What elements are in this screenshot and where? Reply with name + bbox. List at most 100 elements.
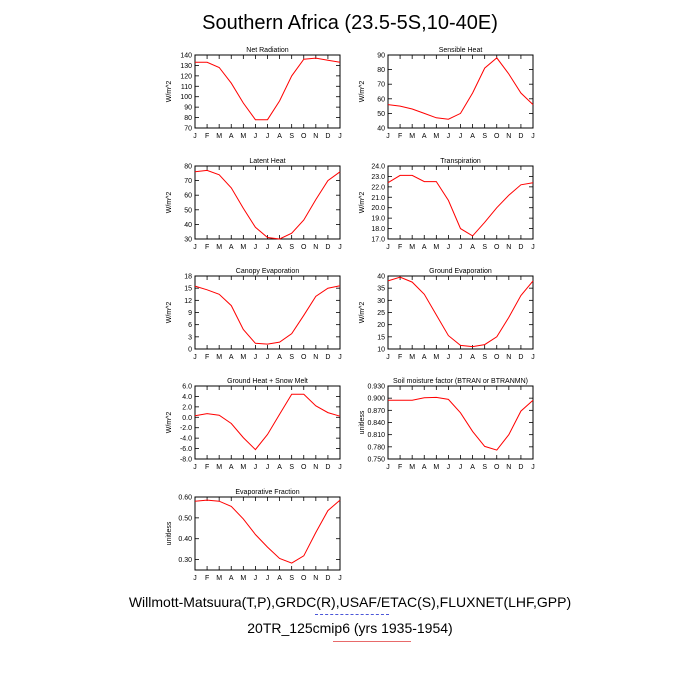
chart-ground-evaporation-xtick-label: J (386, 354, 390, 361)
footer-case-name-rule (333, 641, 411, 642)
chart-evaporative-fraction-ylabel: unitless (166, 521, 173, 545)
chart-ground-evaporation-xtick-label: F (398, 354, 402, 361)
chart-ground-evaporation-xtick-label: A (422, 354, 427, 361)
chart-net-radiation-xtick-label: A (277, 133, 282, 140)
chart-evaporative-fraction-xtick-label: A (229, 575, 234, 582)
chart-net-radiation-xtick-label: S (289, 133, 294, 140)
chart-sensible-heat-ytick-label: 60 (377, 96, 385, 103)
chart-canopy-evaporation-xtick-label: J (338, 354, 342, 361)
chart-latent-heat-ytick-label: 70 (184, 178, 192, 185)
chart-transpiration-ytick-label: 17.0 (371, 237, 385, 244)
chart-net-radiation-xtick-label: J (266, 133, 270, 140)
chart-soil-moisture-factor-btran-or-btranmn-xtick-label: S (482, 464, 487, 471)
chart-soil-moisture-factor-btran-or-btranmn: Soil moisture factor (BTRAN or BTRANMN) J… (359, 378, 535, 471)
chart-latent-heat-xtick-label: J (254, 244, 258, 251)
chart-transpiration-xtick-label: J (447, 244, 451, 251)
chart-ground-heat-snow-melt-ytick-label: -6.0 (180, 446, 192, 453)
chart-soil-moisture-factor-btran-or-btranmn-xtick-label: F (398, 464, 402, 471)
chart-ground-heat-snow-melt-xtick-label: N (313, 464, 318, 471)
chart-canopy-evaporation-xtick-label: J (266, 354, 270, 361)
chart-soil-moisture-factor-btran-or-btranmn-xtick-label: A (422, 464, 427, 471)
chart-ground-heat-snow-melt-ytick-label: -8.0 (180, 457, 192, 464)
chart-net-radiation-xtick-label: J (338, 133, 342, 140)
chart-soil-moisture-factor-btran-or-btranmn-series-line (388, 396, 534, 451)
chart-evaporative-fraction-frame (194, 496, 341, 571)
chart-latent-heat-xtick-label: N (313, 244, 318, 251)
chart-evaporative-fraction-xtick-label: J (266, 575, 270, 582)
chart-evaporative-fraction-xtick-label: N (313, 575, 318, 582)
chart-latent-heat-series-line (194, 169, 341, 240)
chart-sensible-heat-ytick-label: 50 (377, 111, 385, 118)
chart-soil-moisture-factor-btran-or-btranmn-ytick-label: 0.750 (367, 457, 385, 464)
chart-latent-heat-title: Latent Heat (249, 158, 285, 165)
chart-ground-evaporation-title: Ground Evaporation (429, 268, 492, 275)
chart-ground-heat-snow-melt-xtick-label: O (301, 464, 307, 471)
chart-transpiration-ytick-label: 21.0 (371, 195, 385, 202)
chart-evaporative-fraction-ytick-label: 0.60 (178, 495, 192, 502)
chart-ground-heat-snow-melt-xtick-label: J (266, 464, 270, 471)
chart-soil-moisture-factor-btran-or-btranmn-ytick-label: 0.900 (367, 396, 385, 403)
chart-sensible-heat-ytick-label: 80 (377, 67, 385, 74)
chart-canopy-evaporation-xtick-label: A (277, 354, 282, 361)
chart-ground-evaporation-series-line (387, 276, 534, 348)
chart-net-radiation-xtick-label: N (313, 133, 318, 140)
chart-latent-heat-xtick-label: S (289, 244, 294, 251)
chart-sensible-heat-xtick-label: M (433, 133, 439, 140)
chart-ground-heat-snow-melt-frame (194, 385, 341, 460)
chart-transpiration-ytick-label: 19.0 (371, 216, 385, 223)
chart-ground-heat-snow-melt-xtick-label: J (338, 464, 342, 471)
chart-sensible-heat-xtick-label: A (422, 133, 427, 140)
chart-ground-heat-snow-melt-xtick-label: J (254, 464, 258, 471)
chart-latent-heat-ytick-label: 50 (184, 207, 192, 214)
chart-ground-heat-snow-melt-xtick-label: M (216, 464, 222, 471)
chart-soil-moisture-factor-btran-or-btranmn-ylabel: unitless (359, 410, 366, 434)
chart-canopy-evaporation-ytick-label: 12 (184, 298, 192, 305)
chart-soil-moisture-factor-btran-or-btranmn-xtick-label: M (409, 464, 415, 471)
chart-ground-evaporation-xtick-label: J (531, 354, 535, 361)
chart-canopy-evaporation-xtick-label: F (205, 354, 209, 361)
chart-soil-moisture-factor-btran-or-btranmn-xtick-label: N (506, 464, 511, 471)
chart-latent-heat-ytick-label: 80 (184, 164, 192, 171)
chart-ground-heat-snow-melt-xtick-label: S (289, 464, 294, 471)
chart-ground-heat-snow-melt-ytick-label: 2.0 (182, 404, 192, 411)
chart-soil-moisture-factor-btran-or-btranmn-ytick-label: 0.780 (367, 444, 385, 451)
chart-evaporative-fraction-ytick-label: 0.40 (178, 536, 192, 543)
chart-net-radiation-ytick-label: 90 (184, 105, 192, 112)
chart-ground-evaporation-ytick-label: 30 (377, 298, 385, 305)
chart-latent-heat-xtick-label: J (193, 244, 197, 251)
chart-transpiration-ytick-label: 22.0 (371, 184, 385, 191)
chart-sensible-heat-xtick-label: D (518, 133, 523, 140)
chart-ground-heat-snow-melt-xtick-label: J (193, 464, 197, 471)
chart-canopy-evaporation-ylabel: W/m^2 (166, 302, 173, 324)
chart-ground-evaporation-ytick-label: 20 (377, 322, 385, 329)
chart-canopy-evaporation-ytick-label: 3 (188, 334, 192, 341)
chart-soil-moisture-factor-btran-or-btranmn-xtick-label: O (494, 464, 500, 471)
chart-soil-moisture-factor-btran-or-btranmn-title: Soil moisture factor (BTRAN or BTRANMN) (393, 378, 528, 385)
chart-soil-moisture-factor-btran-or-btranmn-ytick-label: 0.810 (367, 432, 385, 439)
chart-ground-evaporation-xtick-label: M (409, 354, 415, 361)
chart-net-radiation-ytick-label: 70 (184, 126, 192, 133)
chart-sensible-heat-xtick-label: J (459, 133, 463, 140)
chart-canopy-evaporation-xtick-label: D (325, 354, 330, 361)
chart-ground-evaporation-xtick-label: J (447, 354, 451, 361)
chart-latent-heat-xtick-label: M (240, 244, 246, 251)
chart-transpiration-ylabel: W/m^2 (359, 192, 366, 214)
chart-ground-evaporation-ytick-label: 40 (377, 274, 385, 281)
chart-net-radiation-ylabel: W/m^2 (166, 81, 173, 103)
chart-sensible-heat-xtick-label: J (531, 133, 535, 140)
chart-ground-evaporation-xtick-label: A (470, 354, 475, 361)
chart-transpiration-ytick-label: 18.0 (371, 226, 385, 233)
chart-sensible-heat-xtick-label: A (470, 133, 475, 140)
chart-canopy-evaporation-xtick-label: N (313, 354, 318, 361)
chart-evaporative-fraction-xtick-label: A (277, 575, 282, 582)
chart-ground-evaporation-ytick-label: 35 (377, 286, 385, 293)
chart-evaporative-fraction-xtick-label: J (338, 575, 342, 582)
chart-transpiration-xtick-label: M (433, 244, 439, 251)
chart-net-radiation-ytick-label: 110 (181, 84, 192, 91)
footer-data-sources: Willmott-Matsuura(T,P),GRDC(R),USAF/ETAC… (128, 594, 572, 610)
chart-latent-heat-frame (194, 165, 341, 240)
chart-canopy-evaporation-xtick-label: J (254, 354, 258, 361)
